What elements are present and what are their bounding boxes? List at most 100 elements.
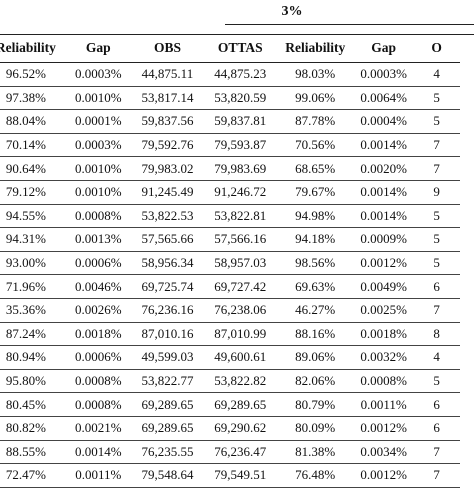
table-row: 94.55% 0.0008% 53,822.53 53,822.81 94.98% 0.0… [0,204,460,228]
table-body: 96.52% 0.0003% 44,875.11 44,875.23 98.03% 0.0… [0,63,460,488]
gap-3pct-cell: 0.0003% [360,66,407,82]
gap-3pct-cell: 0.0012% [360,255,407,271]
gap-3pct-cell: 0.0012% [360,467,407,483]
reliability-3pct-cell: 88.16% [295,325,336,341]
obs-3pct-cell: 8 [433,325,440,341]
obs-3pct-cell: 5 [433,89,440,105]
ottas-cell: 79,983.69 [214,160,267,176]
gap-3pct-cell: 0.0011% [360,396,407,412]
results-table: Reliability Gap OBS OTTAS Reliability Ga… [0,34,460,488]
obs-cell: 58,956.34 [141,255,194,271]
reliability-3pct-cell: 76.48% [295,467,336,483]
ottas-cell: 87,010.99 [214,325,267,341]
obs-3pct-cell: 9 [433,184,440,200]
reliability-cell: 80.94% [5,349,46,365]
column-header-obs: OBS [153,40,181,55]
gap-3pct-cell: 0.0025% [360,302,407,318]
obs-3pct-cell: 7 [433,137,440,153]
ottas-cell: 79,549.51 [214,467,267,483]
ottas-cell: 59,837.81 [214,113,267,129]
column-header-gap-3pct: Gap [371,40,397,55]
table-top-rule [0,34,474,35]
group-header: 3% [0,0,474,26]
reliability-3pct-cell: 94.98% [295,207,336,223]
reliability-cell: 94.55% [5,207,46,223]
table-row: 88.55% 0.0014% 76,235.55 76,236.47 81.38% 0.0… [0,440,460,464]
obs-cell: 69,289.65 [141,396,194,412]
column-header-reliability: Reliability [0,40,56,55]
column-header-gap: Gap [85,40,111,55]
gap-cell: 0.0006% [74,255,122,271]
reliability-cell: 80.45% [5,396,46,412]
gap-cell: 0.0008% [74,396,122,412]
reliability-3pct-cell: 68.65% [295,160,336,176]
reliability-cell: 90.64% [5,160,46,176]
reliability-cell: 97.38% [5,89,46,105]
reliability-3pct-cell: 99.06% [295,89,336,105]
gap-3pct-cell: 0.0049% [360,278,407,294]
reliability-3pct-cell: 98.56% [295,255,336,271]
group-label-3-percent: 3% [281,4,303,19]
obs-3pct-cell: 7 [433,467,440,483]
ottas-cell: 69,290.62 [214,420,267,436]
gap-cell: 0.0021% [74,420,122,436]
reliability-cell: 93.00% [5,255,46,271]
reliability-3pct-cell: 79.67% [295,184,336,200]
gap-3pct-cell: 0.0018% [360,325,407,341]
gap-cell: 0.0010% [74,89,122,105]
group-underline [225,24,474,25]
reliability-3pct-cell: 82.06% [295,373,336,389]
table-row: 94.31% 0.0013% 57,565.66 57,566.16 94.18% 0.0… [0,228,460,252]
gap-cell: 0.0011% [75,467,122,483]
ottas-cell: 57,566.16 [214,231,267,247]
obs-3pct-cell: 7 [433,443,440,459]
table-row: 97.38% 0.0010% 53,817.14 53,820.59 99.06% 0.0… [0,86,460,110]
obs-3pct-cell: 5 [433,231,440,247]
obs-cell: 53,822.77 [141,373,194,389]
gap-3pct-cell: 0.0020% [360,160,407,176]
reliability-cell: 88.04% [5,113,46,129]
reliability-cell: 94.31% [5,231,46,247]
gap-cell: 0.0006% [74,349,122,365]
gap-3pct-cell: 0.0008% [360,373,407,389]
gap-cell: 0.0026% [74,302,122,318]
header-row: Reliability Gap OBS OTTAS Reliability Ga… [0,34,460,63]
obs-cell: 49,599.03 [141,349,194,365]
gap-cell: 0.0013% [74,231,122,247]
table-row: 87.24% 0.0018% 87,010.16 87,010.99 88.16% 0.0… [0,322,460,346]
obs-cell: 79,983.02 [141,160,194,176]
reliability-3pct-cell: 69.63% [295,278,336,294]
obs-cell: 79,548.64 [141,467,194,483]
gap-3pct-cell: 0.0012% [360,420,407,436]
gap-3pct-cell: 0.0014% [360,137,407,153]
gap-cell: 0.0008% [74,373,122,389]
reliability-cell: 35.36% [5,302,46,318]
obs-3pct-cell: 4 [433,349,440,365]
ottas-cell: 53,822.81 [214,207,267,223]
table-row: 71.96% 0.0046% 69,725.74 69,727.42 69.63% 0.0… [0,275,460,299]
reliability-cell: 88.55% [5,443,46,459]
obs-cell: 76,235.55 [141,443,194,459]
obs-cell: 91,245.49 [141,184,194,200]
reliability-cell: 80.82% [5,420,46,436]
gap-cell: 0.0003% [74,137,122,153]
ottas-cell: 58,957.03 [214,255,267,271]
ottas-cell: 76,238.06 [214,302,267,318]
table-row: 90.64% 0.0010% 79,983.02 79,983.69 68.65% 0.0… [0,157,460,181]
obs-cell: 79,592.76 [141,137,194,153]
obs-3pct-cell: 7 [433,302,440,318]
obs-cell: 53,817.14 [141,89,194,105]
gap-3pct-cell: 0.0009% [360,231,407,247]
table-row: 80.82% 0.0021% 69,289.65 69,290.62 80.09% 0.0… [0,416,460,440]
gap-cell: 0.0001% [74,113,122,129]
reliability-cell: 72.47% [5,467,46,483]
obs-3pct-cell: 6 [433,278,440,294]
table-row: 95.80% 0.0008% 53,822.77 53,822.82 82.06% 0.0… [0,369,460,393]
reliability-cell: 70.14% [5,137,46,153]
obs-3pct-cell: 4 [433,66,440,82]
gap-cell: 0.0018% [74,325,122,341]
reliability-3pct-cell: 98.03% [295,66,336,82]
gap-cell: 0.0010% [74,184,122,200]
ottas-cell: 53,820.59 [214,89,267,105]
ottas-cell: 53,822.82 [214,373,267,389]
